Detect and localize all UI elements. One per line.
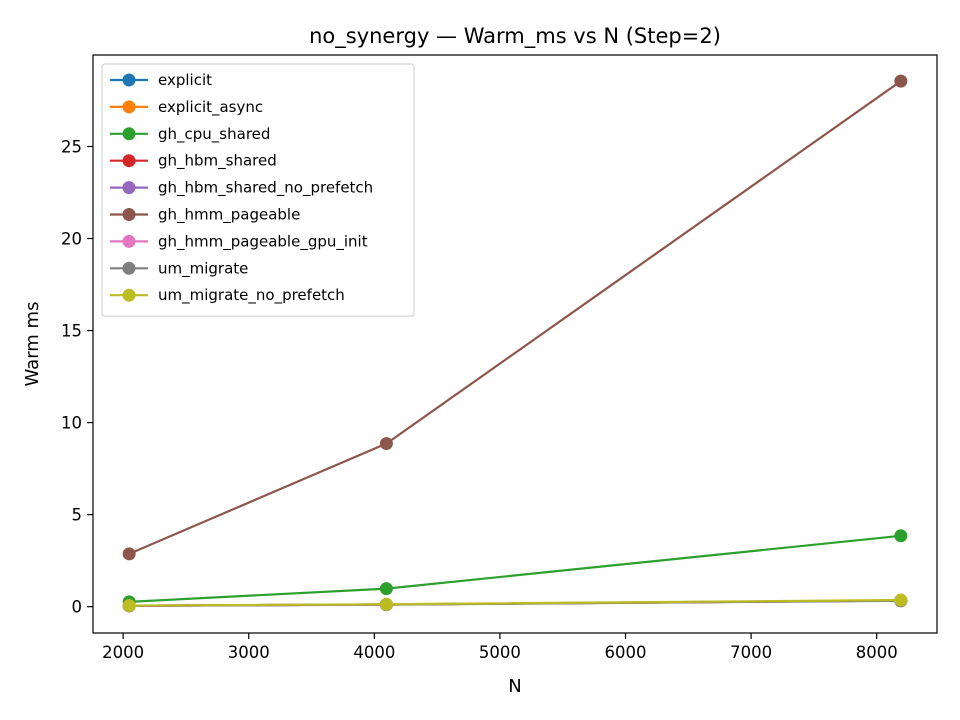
legend-item-gh_hmm_pageable: gh_hmm_pageable bbox=[110, 206, 300, 225]
legend-item-gh_hbm_shared: gh_hbm_shared bbox=[110, 152, 277, 171]
legend-item-um_migrate_no_prefetch: um_migrate_no_prefetch bbox=[110, 286, 345, 305]
data-point-gh_cpu_shared-1 bbox=[379, 582, 393, 596]
legend-marker-gh_cpu_shared bbox=[122, 127, 136, 141]
data-point-um_migrate_no_prefetch-0 bbox=[122, 599, 136, 613]
legend-item-gh_hbm_shared_no_prefetch: gh_hbm_shared_no_prefetch bbox=[110, 179, 373, 198]
series-gh_hmm_pageable bbox=[122, 74, 908, 561]
y-tick-label-0: 0 bbox=[72, 598, 83, 617]
data-point-gh_hmm_pageable-1 bbox=[379, 437, 393, 451]
legend-label-gh_hmm_pageable: gh_hmm_pageable bbox=[158, 206, 300, 225]
y-tick-label-10: 10 bbox=[61, 414, 82, 433]
legend-item-um_migrate: um_migrate bbox=[110, 259, 248, 278]
y-tick-label-20: 20 bbox=[61, 230, 82, 249]
legend-marker-gh_hbm_shared_no_prefetch bbox=[122, 181, 136, 195]
legend-marker-um_migrate_no_prefetch bbox=[122, 288, 136, 302]
legend-item-explicit_async: explicit_async bbox=[110, 98, 263, 117]
series-um_migrate_no_prefetch bbox=[122, 593, 908, 613]
legend-marker-explicit_async bbox=[122, 100, 136, 114]
data-point-gh_cpu_shared-2 bbox=[894, 529, 908, 543]
legend-label-gh_hbm_shared: gh_hbm_shared bbox=[158, 152, 277, 171]
legend-label-gh_hmm_pageable_gpu_init: gh_hmm_pageable_gpu_init bbox=[158, 232, 368, 251]
legend-label-gh_cpu_shared: gh_cpu_shared bbox=[158, 125, 270, 144]
x-tick-label-6000: 6000 bbox=[605, 643, 647, 662]
legend-marker-explicit bbox=[122, 73, 136, 87]
x-tick-label-5000: 5000 bbox=[479, 643, 521, 662]
legend-label-gh_hbm_shared_no_prefetch: gh_hbm_shared_no_prefetch bbox=[158, 179, 373, 198]
legend-marker-gh_hmm_pageable bbox=[122, 208, 136, 221]
chart-title: no_synergy — Warm_ms vs N (Step=2) bbox=[309, 24, 721, 49]
y-tick-label-25: 25 bbox=[61, 137, 82, 156]
data-point-gh_hmm_pageable-0 bbox=[122, 547, 136, 561]
legend-marker-gh_hbm_shared bbox=[122, 154, 136, 168]
legend-item-explicit: explicit bbox=[110, 71, 212, 89]
legend-item-gh_hmm_pageable_gpu_init: gh_hmm_pageable_gpu_init bbox=[110, 232, 368, 251]
data-point-um_migrate_no_prefetch-1 bbox=[379, 597, 393, 611]
y-axis-label: Warm ms bbox=[22, 302, 43, 387]
legend-label-um_migrate_no_prefetch: um_migrate_no_prefetch bbox=[158, 286, 345, 305]
legend-label-explicit: explicit bbox=[158, 71, 212, 89]
y-tick-label-5: 5 bbox=[72, 506, 83, 525]
y-tick-label-15: 15 bbox=[61, 322, 82, 341]
legend-label-explicit_async: explicit_async bbox=[158, 98, 263, 117]
legend-box bbox=[101, 63, 415, 317]
x-tick-label-4000: 4000 bbox=[353, 643, 395, 662]
x-tick-label-7000: 7000 bbox=[730, 643, 772, 662]
x-tick-label-2000: 2000 bbox=[102, 643, 144, 662]
x-tick-label-3000: 3000 bbox=[228, 643, 270, 662]
legend-marker-gh_hmm_pageable_gpu_init bbox=[122, 234, 136, 248]
axes-frame bbox=[92, 54, 938, 634]
plot-area: 2000 3000 4000 5000 6000 7000 8000 0 5 10 15 20 25 bbox=[61, 54, 938, 662]
x-axis-label: N bbox=[508, 676, 521, 697]
legend: explicit explicit_async gh_cpu_shared gh_hb… bbox=[101, 63, 415, 317]
data-point-um_migrate_no_prefetch-2 bbox=[894, 593, 908, 607]
x-tick-label-8000: 8000 bbox=[856, 643, 898, 662]
legend-marker-um_migrate bbox=[122, 261, 136, 275]
legend-item-gh_cpu_shared: gh_cpu_shared bbox=[110, 125, 270, 144]
data-point-gh_hmm_pageable-2 bbox=[894, 74, 908, 88]
legend-label-um_migrate: um_migrate bbox=[158, 259, 248, 278]
